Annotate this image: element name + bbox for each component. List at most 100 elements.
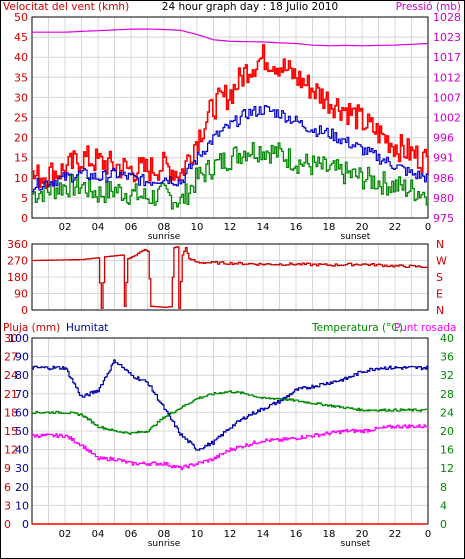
rain-tick-label: 21 (4, 388, 18, 401)
direction-tick-label: 0 (21, 304, 28, 317)
wind-hour-label: 02 (59, 222, 72, 233)
wind-hour-label: 14 (257, 222, 270, 233)
wind-hour-label: 12 (224, 222, 237, 233)
pressure-tick-label: 1023 (433, 31, 461, 44)
wind-speed-tick-label: 50 (14, 11, 28, 24)
temp-humidity-rain-chart: 0369121518212427300102030405060708090100… (4, 332, 454, 549)
direction-tick-label: 180 (7, 271, 28, 284)
wind-plot-border (31, 16, 429, 219)
wind-sunset-label: sunset (340, 232, 370, 242)
pressure-axis-title: Pressió (mb) (396, 1, 461, 13)
humidity-tick-label: 0 (22, 518, 29, 531)
wind-direction-line (32, 246, 429, 309)
compass-tick-label: E (436, 288, 443, 301)
rain-tick-label: 0 (4, 518, 11, 531)
wind-pressure-chart: 0510152025303540455097598098699199610021… (14, 11, 461, 242)
wind-speed-tick-label: 0 (21, 212, 28, 225)
temperature-axis-title: Temperatura (°C) (311, 322, 403, 334)
thr-hour-label: 04 (92, 529, 105, 540)
thr-hour-label: 10 (191, 529, 204, 540)
temperature-tick-label: 40 (440, 332, 454, 345)
thr-hour-label: 22 (389, 529, 402, 540)
humidity-tick-label: 10 (15, 499, 29, 512)
temperature-tick-label: 36 (440, 351, 454, 364)
wind-speed-tick-label: 40 (14, 51, 28, 64)
humidity-line (32, 359, 429, 451)
humidity-tick-label: 30 (15, 462, 29, 475)
wind-hour-label: 16 (290, 222, 303, 233)
temperature-tick-label: 16 (440, 444, 454, 457)
temperature-tick-label: 12 (440, 462, 454, 475)
rain-tick-label: 15 (4, 425, 18, 438)
humidity-tick-label: 50 (15, 425, 29, 438)
rain-axis-title: Pluja (mm) (3, 322, 60, 334)
temperature-tick-label: 24 (440, 406, 454, 419)
wind-speed-tick-label: 45 (14, 31, 28, 44)
wind-speed-tick-label: 30 (14, 91, 28, 104)
humidity-tick-label: 40 (15, 444, 29, 457)
pressure-tick-label: 1007 (433, 91, 461, 104)
humidity-tick-label: 100 (8, 332, 29, 345)
wind-hour-label: 20 (356, 222, 369, 233)
humidity-tick-label: 70 (15, 388, 29, 401)
direction-tick-label: 360 (7, 238, 28, 251)
pressure-tick-label: 1002 (433, 112, 461, 125)
wind-speed-axis-title: Velocitat del vent (kmh) (3, 1, 129, 13)
wind-gust-line (32, 44, 429, 189)
wind-speed-tick-label: 25 (14, 112, 28, 125)
rain-tick-label: 9 (4, 462, 11, 475)
pressure-tick-label: 1017 (433, 51, 461, 64)
wind-hour-label: 06 (125, 222, 138, 233)
wind-hour-label: 22 (389, 222, 402, 233)
graph-title: 24 hour graph day : 18 Julio 2010 (162, 1, 338, 13)
wind-average-line (32, 105, 429, 193)
temperature-line (32, 390, 429, 435)
humidity-tick-label: 90 (15, 351, 29, 364)
humidity-tick-label: 60 (15, 406, 29, 419)
pressure-tick-label: 1028 (433, 11, 461, 24)
wind-speed-tick-label: 20 (14, 132, 28, 145)
temperature-tick-label: 8 (440, 481, 447, 494)
rain-tick-label: 27 (4, 351, 18, 364)
thr-hour-label: 20 (356, 529, 369, 540)
rain-tick-label: 18 (4, 406, 18, 419)
pressure-tick-label: 991 (433, 152, 454, 165)
pressure-line (32, 28, 429, 47)
compass-tick-label: N (436, 238, 444, 251)
dewpoint-line (32, 424, 429, 471)
dewpoint-axis-title: Punt rosada (394, 322, 456, 334)
temperature-tick-label: 20 (440, 425, 454, 438)
wind-speed-tick-label: 5 (21, 192, 28, 205)
wind-sunrise-label: sunrise (148, 232, 181, 242)
pressure-tick-label: 975 (433, 212, 454, 225)
thr-hour-label: 02 (59, 529, 72, 540)
thr-hour-label: 12 (224, 529, 237, 540)
compass-tick-label: N (436, 304, 444, 317)
thr-hour-label: 14 (257, 529, 270, 540)
temperature-tick-label: 32 (440, 369, 454, 382)
dir-plot-border (31, 243, 429, 311)
wind-speed-tick-label: 35 (14, 71, 28, 84)
direction-tick-label: 270 (7, 255, 28, 268)
rain-tick-label: 3 (4, 499, 11, 512)
humidity-tick-label: 20 (15, 481, 29, 494)
wind-hour-label: 10 (191, 222, 204, 233)
thr-sunset-label: sunset (340, 539, 370, 549)
rain-tick-label: 24 (4, 369, 18, 382)
compass-tick-label: W (436, 255, 447, 268)
thr-sunrise-label: sunrise (148, 539, 181, 549)
pressure-tick-label: 1012 (433, 71, 461, 84)
wind-hour-label: 04 (92, 222, 105, 233)
thr-hour-label: 18 (323, 529, 336, 540)
thr-hour-label: 08 (158, 529, 171, 540)
wind-calm-line (32, 142, 429, 210)
compass-tick-label: S (436, 271, 443, 284)
wind-hour-label: 18 (323, 222, 336, 233)
temperature-tick-label: 28 (440, 388, 454, 401)
pressure-tick-label: 986 (433, 172, 454, 185)
pressure-tick-label: 996 (433, 132, 454, 145)
thr-hour-label: 0 (425, 529, 431, 540)
thr-hour-label: 16 (290, 529, 303, 540)
wind-speed-tick-label: 10 (14, 172, 28, 185)
